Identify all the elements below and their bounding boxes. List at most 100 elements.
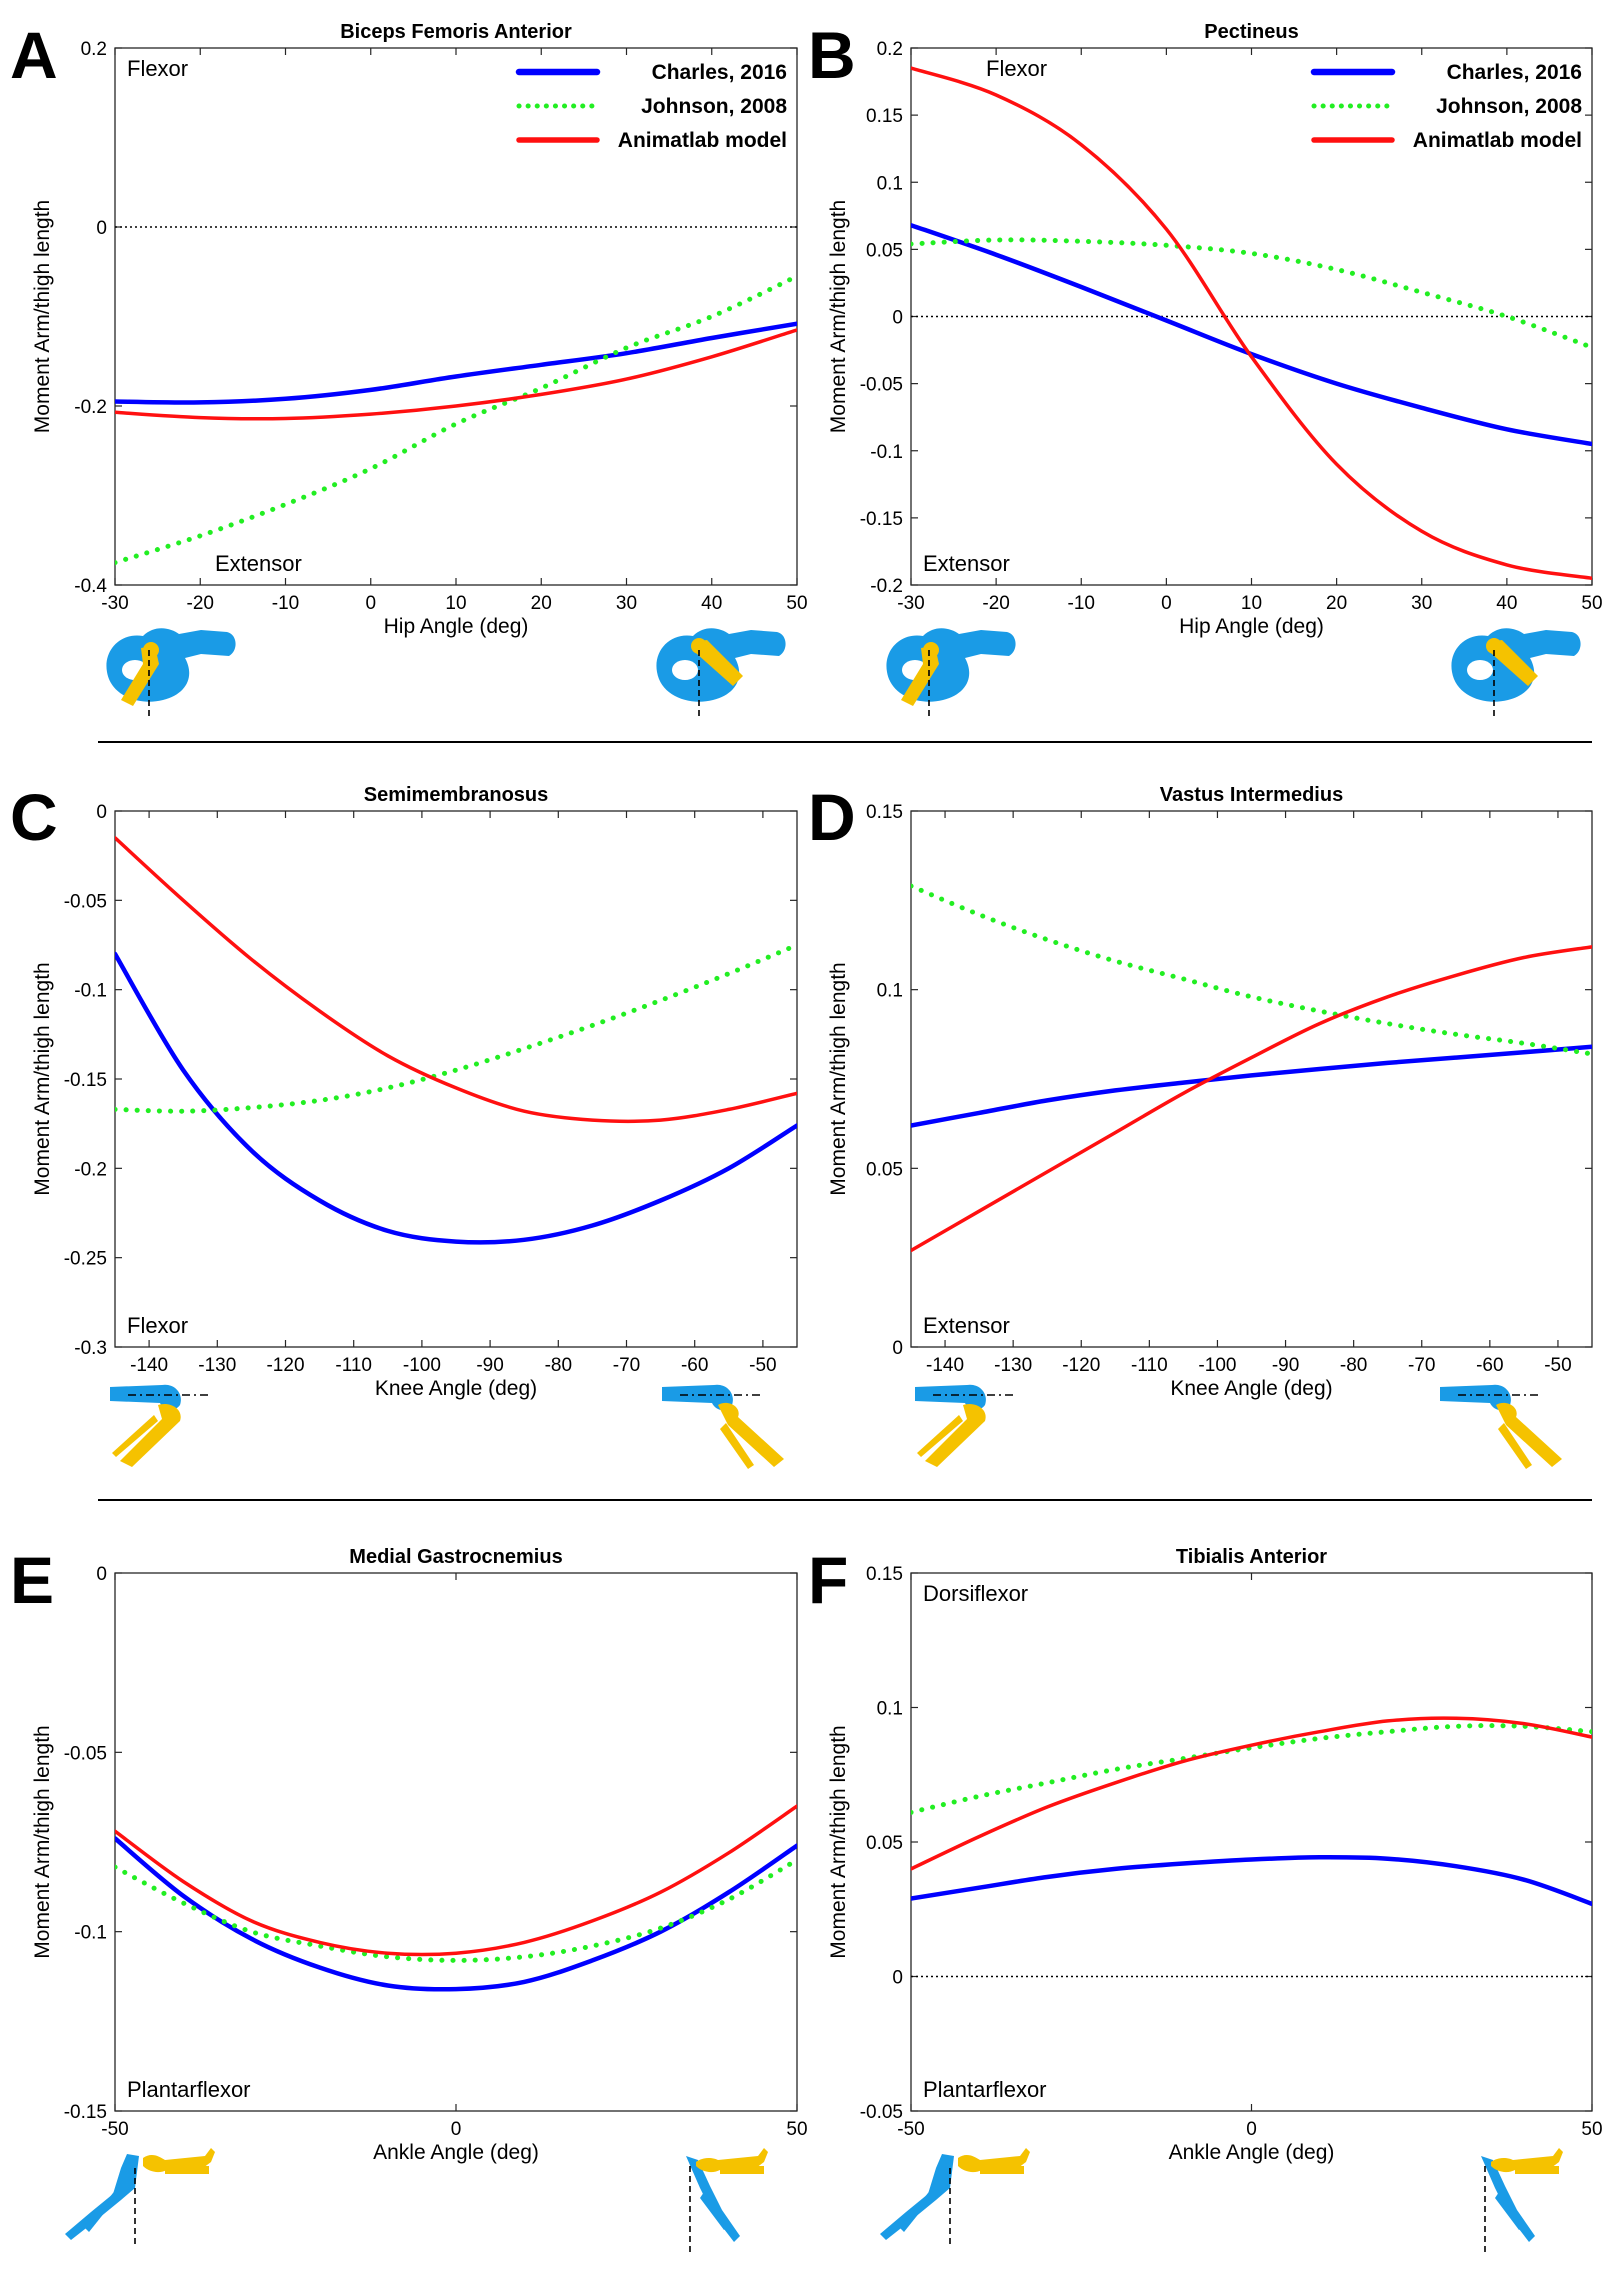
- y-tick-label: 0: [96, 1564, 107, 1585]
- x-tick-label: -90: [1272, 1355, 1299, 1376]
- y-tick-label: 0.2: [877, 39, 903, 60]
- y-tick-label: -0.05: [64, 891, 107, 912]
- x-tick-label: 10: [445, 593, 466, 614]
- y-axis-label: Moment Arm/thigh length: [827, 1725, 850, 1958]
- knee-joint-icon: [1439, 1384, 1563, 1470]
- y-axis-label: Moment Arm/thigh length: [31, 962, 54, 1195]
- y-tick-label: -0.4: [74, 576, 107, 597]
- x-tick-label: 50: [1581, 593, 1602, 614]
- y-tick-label: 0.05: [866, 1159, 903, 1180]
- x-tick-label: -140: [926, 1355, 964, 1376]
- region-annotation: Extensor: [923, 551, 1010, 576]
- series-line-johnson-2008: [115, 1857, 797, 1963]
- chart-title: Medial Gastrocnemius: [349, 1546, 562, 1568]
- y-tick-label: 0.15: [866, 1564, 903, 1585]
- y-tick-label: 0: [892, 1968, 903, 1989]
- ankle-joint-icon: [1480, 2147, 1564, 2253]
- y-tick-label: -0.05: [860, 2102, 903, 2123]
- x-tick-label: -50: [897, 2119, 924, 2140]
- series-line-animatlab-model: [911, 1716, 1592, 1871]
- y-tick-label: 0.05: [866, 1833, 903, 1854]
- y-tick-label: -0.15: [64, 2102, 107, 2123]
- x-tick-label: -60: [1476, 1355, 1503, 1376]
- x-tick-label: -110: [1131, 1355, 1168, 1376]
- y-tick-label: -0.2: [870, 576, 903, 597]
- series-line-charles-2016: [911, 1855, 1592, 1907]
- y-tick-label: 0: [96, 802, 107, 823]
- y-tick-label: 0.2: [81, 39, 107, 60]
- series-line-animatlab-model: [115, 1804, 797, 1957]
- panel-d: D Vastus Intermedius 0 0.05 0.1 0.15 -140 -130 -…: [808, 780, 1593, 1400]
- legend-entry-label: Charles, 2016: [1447, 61, 1582, 84]
- y-tick-label: 0: [96, 218, 107, 239]
- panel-letter: E: [10, 1543, 54, 1617]
- hip-joint-icon: [1450, 627, 1582, 717]
- plot-area: [910, 1572, 1593, 2112]
- region-annotation: Flexor: [127, 56, 188, 81]
- x-axis-label: Knee Angle (deg): [1170, 1377, 1332, 1400]
- y-tick-label: 0.1: [877, 1699, 903, 1720]
- panel-a: A Biceps Femoris Anterior -0.4 -0.2 0 0.2 -30 -…: [10, 18, 808, 638]
- series-line-animatlab-model: [911, 66, 1592, 581]
- series-line-animatlab-model: [115, 836, 797, 1124]
- y-tick-label: -0.15: [64, 1070, 107, 1091]
- y-tick-label: 0: [892, 1338, 903, 1359]
- x-tick-label: -70: [1408, 1355, 1435, 1376]
- series-line-animatlab-model: [115, 328, 797, 421]
- plot-area: [114, 1572, 798, 2112]
- series-line-johnson-2008: [115, 273, 797, 566]
- region-annotation: Extensor: [923, 1313, 1010, 1338]
- x-tick-label: -120: [266, 1355, 304, 1376]
- region-annotation: Dorsiflexor: [923, 1581, 1028, 1606]
- legend-entry-label: Animatlab model: [618, 129, 787, 152]
- x-tick-label: -140: [130, 1355, 168, 1376]
- panel-f: F Tibialis Anterior -0.05 0 0.05 0.1 0.15 -50 0 5…: [808, 1543, 1603, 2164]
- series-line-charles-2016: [115, 951, 797, 1245]
- y-axis-label: Moment Arm/thigh length: [31, 200, 54, 433]
- x-tick-label: -80: [1340, 1355, 1367, 1376]
- y-tick-label: -0.2: [74, 397, 107, 418]
- panel-b: B Pectineus -0.2 -0.15 -0.1 -0.05 0 0.05 0.1 0.15…: [808, 18, 1603, 638]
- x-tick-label: 40: [1496, 593, 1517, 614]
- legend-entry-label: Johnson, 2008: [641, 95, 787, 118]
- knee-joint-icon: [661, 1384, 785, 1470]
- ankle-joint-icon: [64, 2147, 216, 2249]
- y-tick-label: -0.15: [860, 509, 903, 530]
- x-tick-label: -50: [101, 2119, 128, 2140]
- series-line-animatlab-model: [911, 945, 1592, 1253]
- y-axis-label: Moment Arm/thigh length: [31, 1725, 54, 1958]
- y-tick-label: 0.1: [877, 173, 903, 194]
- panel-letter: D: [808, 780, 856, 854]
- chart-title: Semimembranosus: [364, 784, 549, 806]
- y-tick-label: 0.05: [866, 240, 903, 261]
- x-tick-label: -130: [198, 1355, 236, 1376]
- region-annotation: Plantarflexor: [127, 2077, 251, 2102]
- hip-joint-icon: [655, 627, 787, 717]
- x-tick-label: 50: [786, 2119, 807, 2140]
- x-tick-label: -20: [982, 593, 1009, 614]
- region-annotation: Plantarflexor: [923, 2077, 1047, 2102]
- x-tick-label: 0: [1246, 2119, 1257, 2140]
- y-tick-label: -0.2: [74, 1159, 107, 1180]
- panel-letter: C: [10, 780, 58, 854]
- x-tick-label: 20: [1326, 593, 1347, 614]
- region-annotation: Flexor: [127, 1313, 188, 1338]
- x-tick-label: -110: [335, 1355, 372, 1376]
- knee-joint-icon: [914, 1384, 1016, 1468]
- x-axis-label: Ankle Angle (deg): [373, 2141, 539, 2164]
- x-tick-label: -10: [1068, 593, 1095, 614]
- x-tick-label: -50: [1544, 1355, 1571, 1376]
- x-axis-label: Ankle Angle (deg): [1169, 2141, 1335, 2164]
- x-tick-label: 50: [1581, 2119, 1602, 2140]
- x-tick-label: 40: [701, 593, 722, 614]
- y-tick-label: -0.1: [74, 1923, 107, 1944]
- series-line-johnson-2008: [911, 237, 1592, 350]
- y-tick-label: -0.1: [74, 981, 107, 1002]
- panel-letter: A: [10, 18, 58, 92]
- x-tick-label: -10: [272, 593, 299, 614]
- x-tick-label: 30: [1411, 593, 1432, 614]
- hip-joint-icon: [105, 627, 237, 717]
- y-tick-label: 0: [892, 308, 903, 329]
- panel-letter: F: [808, 1543, 848, 1617]
